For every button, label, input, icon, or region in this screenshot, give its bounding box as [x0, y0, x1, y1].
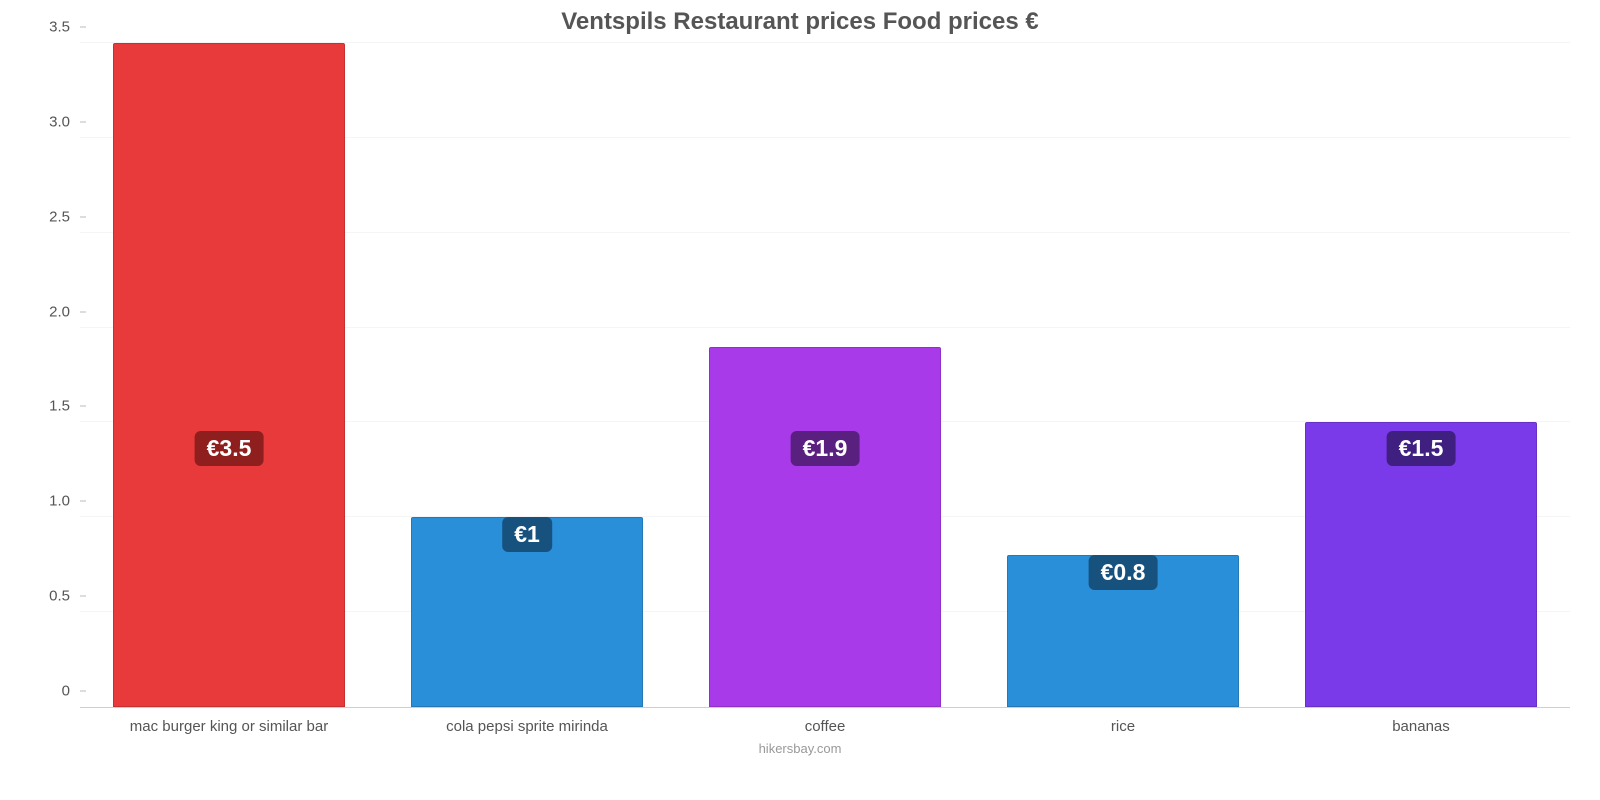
bar-slot: €1 — [378, 44, 676, 707]
x-tick-label: rice — [974, 708, 1272, 735]
y-tick-label: 1.0 — [30, 493, 80, 510]
x-tick-label: cola pepsi sprite mirinda — [378, 708, 676, 735]
x-tick-label: mac burger king or similar bar — [80, 708, 378, 735]
bar-value-label: €1.5 — [1387, 431, 1456, 466]
y-tick-label: 2.5 — [30, 208, 80, 225]
bar-value-label: €0.8 — [1089, 555, 1158, 590]
y-tick-label: 2.0 — [30, 303, 80, 320]
bar-value-label: €3.5 — [195, 431, 264, 466]
y-tick-label: 3.5 — [30, 19, 80, 36]
bar-value-label: €1 — [502, 517, 552, 552]
y-tick-label: 1.5 — [30, 398, 80, 415]
chart-container: Ventspils Restaurant prices Food prices … — [0, 0, 1600, 800]
bar-slot: €3.5 — [80, 44, 378, 707]
bar: €1.9 — [709, 347, 941, 707]
chart-caption: hikersbay.com — [0, 741, 1600, 756]
x-tick-label: bananas — [1272, 708, 1570, 735]
bars-group: €3.5 €1 €1.9 €0.8 €1.5 — [80, 44, 1570, 707]
bar: €1.5 — [1305, 422, 1537, 707]
chart-title: Ventspils Restaurant prices Food prices … — [0, 8, 1600, 36]
bar-slot: €1.9 — [676, 44, 974, 707]
bar: €0.8 — [1007, 555, 1239, 707]
y-axis: 00.51.01.52.02.53.03.5 — [30, 44, 80, 708]
bar-slot: €0.8 — [974, 44, 1272, 707]
bar-value-label: €1.9 — [791, 431, 860, 466]
bar: €1 — [411, 517, 643, 707]
x-axis: mac burger king or similar barcola pepsi… — [80, 708, 1570, 735]
bar-slot: €1.5 — [1272, 44, 1570, 707]
y-tick-label: 3.0 — [30, 113, 80, 130]
x-tick-label: coffee — [676, 708, 974, 735]
plot-outer: 00.51.01.52.02.53.03.5 €3.5€1€1.9€0.8€1.… — [30, 44, 1570, 708]
plot-area: €3.5 €1 €1.9 €0.8 €1.5 — [80, 44, 1570, 708]
y-tick-label: 0 — [30, 683, 80, 700]
bar: €3.5 — [113, 43, 345, 707]
y-tick-label: 0.5 — [30, 588, 80, 605]
